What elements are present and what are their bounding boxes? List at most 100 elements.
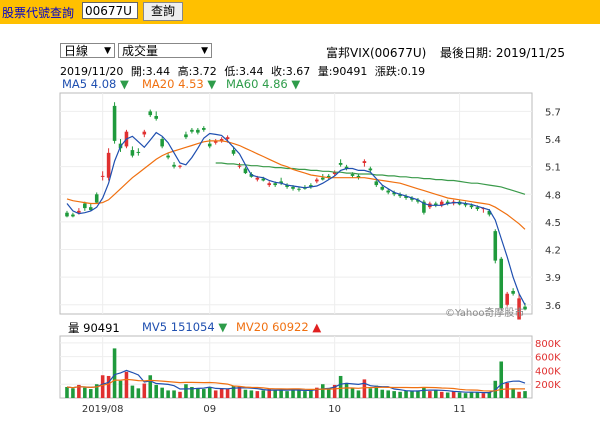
candle-body [77,210,81,213]
volume-bar [130,385,135,398]
candle-body [225,137,230,140]
query-button[interactable]: 查詢 [143,2,183,21]
volume-bar [219,388,224,398]
indicator-select[interactable]: 成交量 ▼ [118,43,212,58]
candle-body [523,306,527,310]
volume-bar [231,385,236,398]
candle-body [184,134,188,138]
volume-bar [154,384,158,398]
ma5-legend: MA5 4.08 ▼ [62,77,129,91]
candle-body [202,127,206,130]
mv5-value: 151054 [170,320,215,334]
volume-bar [77,384,81,398]
candle-body [255,177,260,180]
candle-body [106,152,111,178]
candle-body [112,105,117,141]
stock-title: 富邦VIX(00677U) [326,46,427,60]
volume-bar [237,386,242,398]
volume-bar [404,390,408,398]
volume-bar [398,391,402,398]
candle-body [410,197,414,200]
candle-body [416,199,420,202]
dropdown-arrow-icon: ▼ [201,46,208,56]
quote-info: 2019/11/20 開:3.44 高:3.72 低:3.44 收:3.67 量… [60,63,429,79]
ma60-label: MA60 [226,77,259,91]
candle-body [279,181,283,184]
volume-bar [380,389,385,398]
date-tick-label: 09 [203,404,216,415]
quote-change: 漲跌:0.19 [374,65,426,78]
down-triangle-icon: ▼ [291,77,301,91]
candle-body [386,190,390,193]
search-label: 股票代號查詢 [2,6,75,20]
volume-bar [392,391,396,398]
volume-bar [445,392,450,398]
candle-body [326,175,331,178]
ma60-value: 4.86 [262,77,288,91]
volume-bar [285,391,289,398]
candle-body [434,203,438,206]
stock-code-input[interactable]: 00677U [82,2,138,19]
candle-body [71,214,75,217]
price-tick-label: 4.5 [545,218,561,229]
volume-bar [118,380,123,398]
candle-body [207,143,212,147]
candle-body [166,155,170,158]
volume-bar [368,388,373,398]
volume-bar [100,375,105,398]
watermark: ©Yahoo奇摩股市 [445,306,524,319]
volume-bar [475,392,480,398]
candle-body [315,179,319,182]
mv20-value: 60922 [272,320,309,334]
volume-bar [184,384,188,398]
period-select-value: 日線 [64,44,89,58]
candle-body [517,298,521,320]
ma60-legend: MA60 4.86 ▼ [226,77,300,91]
volume-bar [65,386,69,398]
candle-body [219,139,224,141]
volume-bar [178,391,182,398]
date-tick-label: 10 [328,404,341,415]
ma20-value: 4.53 [178,77,204,91]
volume-tick-label: 800K [535,339,561,350]
mv5-legend: MV5 151054 ▼ [142,320,227,334]
volume-bar [273,389,277,398]
candle-body [469,205,474,208]
ma5-label: MA5 [62,77,88,91]
candle-body [350,174,355,176]
price-tick-label: 5.7 [545,107,561,118]
volume-bar [267,389,272,398]
volume-bar [207,386,212,398]
candle-body [309,185,313,187]
ma5-value: 4.08 [90,77,117,91]
volume-bar [439,391,444,398]
candle-body [445,201,450,204]
ma20-legend: MA20 4.53 ▼ [142,77,216,91]
candle-body [154,116,158,119]
volume-bar [309,390,313,398]
period-select[interactable]: 日線 ▼ [60,43,115,58]
volume-bar [112,348,117,398]
volume-value: 90491 [83,321,120,335]
candle-body [100,175,105,177]
volume-bar [410,391,414,398]
volume-bar [71,388,75,398]
quote-open: 開:3.44 [130,65,171,78]
volume-bar [148,375,153,398]
quote-low: 低:3.44 [224,65,264,78]
volume-bar [291,389,295,398]
candle-body [362,161,367,163]
candle-body [439,201,444,206]
volume-bar [428,391,432,398]
candle-body [196,129,200,133]
volume-bar [190,386,194,398]
volume-bar [463,393,468,398]
volume-bar [136,388,141,398]
ma20-label: MA20 [142,77,175,91]
volume-bar [332,384,337,398]
price-tick-label: 4.2 [545,246,561,257]
candle-body [261,178,266,181]
candle-body [178,165,182,167]
last-date: 最後日期: 2019/11/25 [440,46,566,60]
